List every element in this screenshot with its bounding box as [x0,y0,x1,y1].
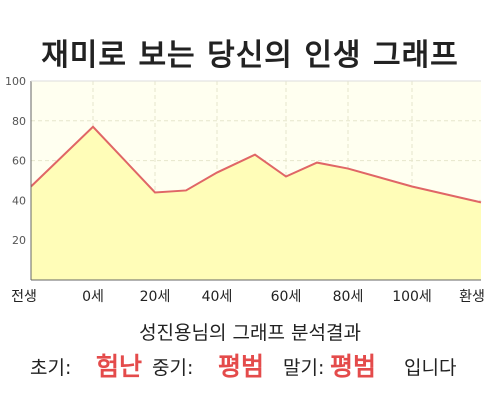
y-tick-labels: 20 40 60 80 100 [5,75,26,247]
axes [30,80,481,281]
result-summary: 초기: 험난 중기: 평범 말기: 평범 입니다 [0,345,500,381]
x-tick-label: 40세 [202,289,233,305]
result-suffix: 입니다 [404,357,457,379]
late-label: 말기: [283,357,325,379]
y-tick-label: 100 [5,75,26,88]
y-tick-label: 20 [12,234,26,247]
late-value: 평범 [330,352,377,381]
early-label: 초기: [30,357,72,379]
x-tick-label: 80세 [333,289,364,305]
chart-title: 재미로 보는 당신의 인생 그래프 [41,38,459,73]
y-tick-label: 80 [12,115,26,128]
mid-value: 평범 [218,352,265,381]
x-tick-label: 100세 [392,289,432,305]
x-tick-label: 전생 [11,289,37,305]
series-line [30,125,482,204]
x-tick-label: 60세 [271,289,302,305]
mid-label: 중기: [152,357,194,379]
x-tick-labels: 전생 0세 20세 40세 60세 80세 100세 환생 [11,289,485,305]
y-tick-label: 60 [12,155,26,168]
x-tick-label: 환생 [459,289,485,305]
early-value: 험난 [96,352,143,381]
x-tick-label: 20세 [140,289,171,305]
x-tick-label: 0세 [82,289,104,305]
y-tick-label: 40 [12,194,26,207]
series-area [31,126,481,281]
result-subtitle: 성진용님의 그래프 분석결과 [139,322,361,344]
